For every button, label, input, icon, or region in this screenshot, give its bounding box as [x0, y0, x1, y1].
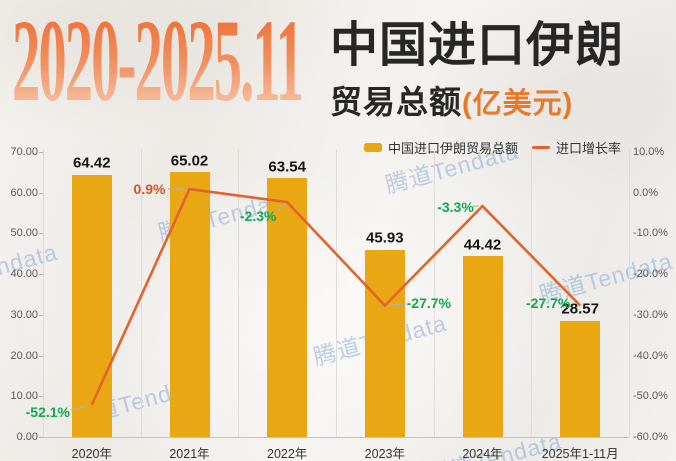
trade-total-bar [71, 174, 112, 437]
right-axis-tick-label: -10.0% [633, 227, 668, 240]
legend-item-trade-total: 中国进口伊朗贸易总额 [364, 138, 518, 157]
legend-bar-swatch [364, 143, 382, 152]
grid-vertical-line [629, 149, 630, 437]
left-axis-tickmark [39, 437, 43, 438]
grid-vertical-line [336, 149, 337, 437]
grid-vertical-line [433, 149, 435, 437]
bar-value-label: 65.02 [170, 152, 209, 170]
x-axis-category-label: 2021年 [169, 447, 210, 461]
growth-rate-label: -27.7% [525, 295, 571, 312]
left-axis-tick-label: 0.00 [16, 431, 38, 443]
grid-vertical-line [531, 149, 533, 437]
title-years: 2020-2025.11 [12, 0, 304, 126]
x-axis-category-label: 2025年1-11月 [541, 447, 619, 461]
left-axis-tickmark [39, 355, 43, 357]
left-axis-tick-label: 30.00 [10, 308, 38, 321]
title-main: 中国进口伊朗 [330, 19, 625, 72]
left-axis-tick-label: 70.00 [10, 146, 38, 158]
legend-bar-label: 中国进口伊朗贸易总额 [388, 141, 519, 156]
x-axis-category-label: 2022年 [267, 447, 308, 461]
bar-value-label: 44.42 [463, 236, 502, 254]
grid-vertical-line [238, 149, 240, 437]
bar-value-label: 64.42 [73, 154, 111, 172]
left-axis-tickmark [39, 274, 43, 276]
bar-value-label: 63.54 [268, 158, 306, 176]
growth-rate-label: -3.3% [437, 199, 474, 216]
trade-total-bar [364, 249, 405, 437]
grid-vertical-line [43, 149, 44, 437]
title-sub: 贸易总额(亿美元) [330, 77, 624, 123]
right-axis-tick-label: -30.0% [633, 308, 668, 321]
left-axis-tickmark [39, 152, 43, 153]
left-axis-tick-label: 40.00 [10, 268, 38, 281]
right-axis-tick-label: 0.0% [633, 186, 659, 199]
x-axis-line [43, 437, 629, 438]
right-axis-tick-label: -40.0% [633, 349, 668, 362]
x-axis-category-label: 2024年 [462, 447, 503, 461]
title-block: 中国进口伊朗 贸易总额(亿美元) [330, 16, 624, 123]
left-axis-tickmark [39, 314, 43, 316]
growth-rate-label: -27.7% [406, 295, 452, 312]
trade-total-bar [169, 172, 210, 437]
title-unit: (亿美元) [462, 88, 574, 120]
legend-item-growth-rate: 进口增长率 [532, 138, 621, 157]
growth-rate-label: -2.3% [239, 208, 277, 225]
left-axis-tick-label: 50.00 [10, 227, 38, 240]
x-axis-category-label: 2023年 [364, 447, 405, 461]
x-axis-category-label: 2020年 [71, 447, 112, 461]
growth-rate-label: -52.1% [25, 403, 71, 420]
left-axis-tickmark [39, 233, 43, 235]
left-axis-tickmark [39, 192, 43, 194]
left-axis-tickmark [39, 396, 43, 398]
title-sub-text: 贸易总额 [330, 84, 463, 120]
legend-line-swatch [532, 146, 551, 149]
left-axis-tick-label: 20.00 [10, 349, 38, 362]
trade-total-bar [462, 256, 503, 437]
legend-line-label: 进口增长率 [556, 141, 622, 156]
right-axis-tick-label: 10.0% [633, 146, 665, 158]
right-axis-tick-label: -50.0% [633, 390, 668, 403]
left-axis-tick-label: 10.00 [10, 390, 38, 403]
bar-value-label: 45.93 [366, 229, 404, 247]
left-axis-tick-label: 60.00 [10, 186, 38, 199]
growth-rate-label: 0.9% [133, 181, 166, 198]
right-axis-tick-label: -60.0% [633, 431, 668, 443]
legend: 中国进口伊朗贸易总额 进口增长率 [364, 138, 621, 157]
right-axis-tick-label: -20.0% [633, 268, 668, 281]
trade-total-bar [560, 320, 601, 437]
